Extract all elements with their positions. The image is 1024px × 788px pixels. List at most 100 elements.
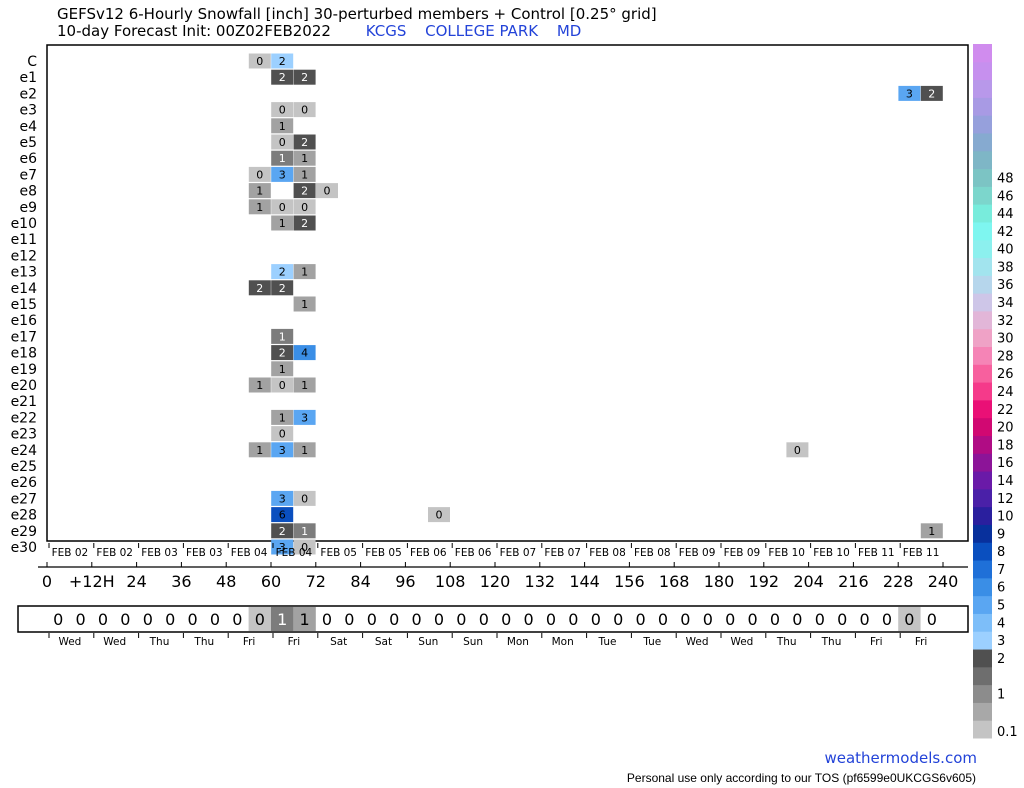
- mean-cell: [898, 607, 921, 631]
- snow-cell: [271, 118, 294, 134]
- colorbar-segment: [973, 257, 992, 276]
- day-label: Fri: [288, 636, 301, 648]
- snow-cell: [271, 377, 294, 393]
- colorbar-label: 20: [997, 421, 1014, 436]
- cell-label: 1: [301, 298, 308, 311]
- snow-cell: [271, 328, 294, 344]
- snow-cell: [293, 166, 316, 182]
- member-label: e30: [11, 540, 37, 556]
- snow-cell: [248, 53, 271, 69]
- brand-link[interactable]: weathermodels.com: [824, 749, 977, 767]
- colorbar-segment: [973, 631, 992, 650]
- cell-label: 3: [279, 541, 286, 554]
- date-label: FEB 07: [544, 547, 581, 559]
- date-label: FEB 08: [589, 547, 626, 559]
- chart-title: GEFSv12 6-Hourly Snowfall [inch] 30-pert…: [57, 5, 657, 23]
- snow-cell: [248, 166, 271, 182]
- mean-cell: [271, 607, 294, 631]
- cell-label: 1: [928, 525, 935, 538]
- date-label: FEB 02: [96, 547, 133, 559]
- member-label: e3: [19, 103, 37, 119]
- hour-tick-label: 240: [928, 572, 959, 591]
- member-label: C: [27, 54, 37, 70]
- snow-cell: [271, 102, 294, 118]
- hour-tick-label: 156: [614, 572, 645, 591]
- hour-tick-label: 72: [306, 572, 326, 591]
- mean-label: 0: [680, 610, 690, 629]
- date-label: FEB 03: [186, 547, 223, 559]
- mean-label: 0: [255, 610, 265, 629]
- member-label: e8: [19, 184, 37, 200]
- colorbar-label: 2: [997, 652, 1005, 667]
- colorbar-label: 5: [997, 599, 1005, 614]
- colorbar-label: 28: [997, 349, 1014, 364]
- colorbar-segment: [973, 44, 992, 63]
- hour-tick-label: 36: [171, 572, 191, 591]
- member-label: e4: [19, 119, 37, 135]
- tos-notice: Personal use only according to our TOS (…: [626, 771, 976, 785]
- hour-tick-label: 84: [350, 572, 370, 591]
- mean-label: 0: [232, 610, 242, 629]
- colorbar-segment: [973, 346, 992, 365]
- snow-cell: [293, 345, 316, 361]
- date-label: FEB 06: [410, 547, 447, 559]
- snow-cell: [271, 134, 294, 150]
- hour-tick-label: 0: [42, 572, 52, 591]
- cell-label: 1: [256, 379, 263, 392]
- snow-cell: [786, 442, 809, 458]
- colorbar-segment: [973, 275, 992, 294]
- member-label: e11: [11, 232, 37, 248]
- mean-label: 0: [434, 610, 444, 629]
- cell-label: 2: [256, 282, 263, 295]
- colorbar-label: 7: [997, 563, 1005, 578]
- mean-label: 0: [546, 610, 556, 629]
- snow-cell: [316, 183, 338, 199]
- colorbar-segment: [973, 453, 992, 472]
- day-label: Thu: [193, 636, 214, 648]
- member-label: e10: [11, 216, 37, 232]
- mean-label: 0: [613, 610, 623, 629]
- snow-cell: [271, 523, 294, 539]
- colorbar-label: 30: [997, 332, 1014, 347]
- station-id: KCGS: [365, 22, 407, 40]
- cell-label: 1: [256, 201, 263, 214]
- member-label: e27: [11, 491, 37, 507]
- mean-cell: [293, 607, 316, 631]
- hour-tick-label: 168: [659, 572, 690, 591]
- snow-cell: [898, 85, 921, 101]
- member-label: e9: [19, 200, 37, 216]
- mean-label: 0: [165, 610, 175, 629]
- colorbar-label: 26: [997, 367, 1014, 382]
- colorbar-segment: [973, 684, 992, 703]
- cell-label: 1: [256, 444, 263, 457]
- colorbar-label: 44: [997, 207, 1014, 222]
- colorbar-label: 10: [997, 510, 1014, 525]
- cell-label: 2: [279, 266, 286, 279]
- cell-label: 3: [906, 87, 913, 100]
- day-label: Sun: [418, 636, 438, 648]
- snow-cell: [248, 183, 271, 199]
- mean-label: 0: [76, 610, 86, 629]
- mean-label: 0: [748, 610, 758, 629]
- mean-label: 0: [456, 610, 466, 629]
- snow-cell: [920, 85, 943, 101]
- mean-label: 0: [412, 610, 422, 629]
- cell-label: 2: [279, 55, 286, 68]
- hour-tick-label: 144: [569, 572, 600, 591]
- station-info: KCGS COLLEGE PARK MD: [366, 22, 596, 40]
- colorbar-segment: [973, 399, 992, 419]
- colorbar-label: 16: [997, 456, 1014, 471]
- member-label: e20: [11, 378, 37, 394]
- member-label: e18: [11, 346, 37, 362]
- colorbar-segment: [973, 186, 992, 205]
- colorbar-segment: [973, 364, 992, 383]
- colorbar-segment: [973, 382, 992, 401]
- date-label: FEB 09: [679, 547, 716, 559]
- member-label: e22: [11, 410, 37, 426]
- mean-label: 1: [277, 610, 287, 629]
- member-label: e24: [11, 443, 38, 459]
- cell-label: 1: [279, 363, 286, 376]
- mean-label: 0: [210, 610, 220, 629]
- cell-label: 6: [279, 509, 286, 522]
- mean-label: 0: [860, 610, 870, 629]
